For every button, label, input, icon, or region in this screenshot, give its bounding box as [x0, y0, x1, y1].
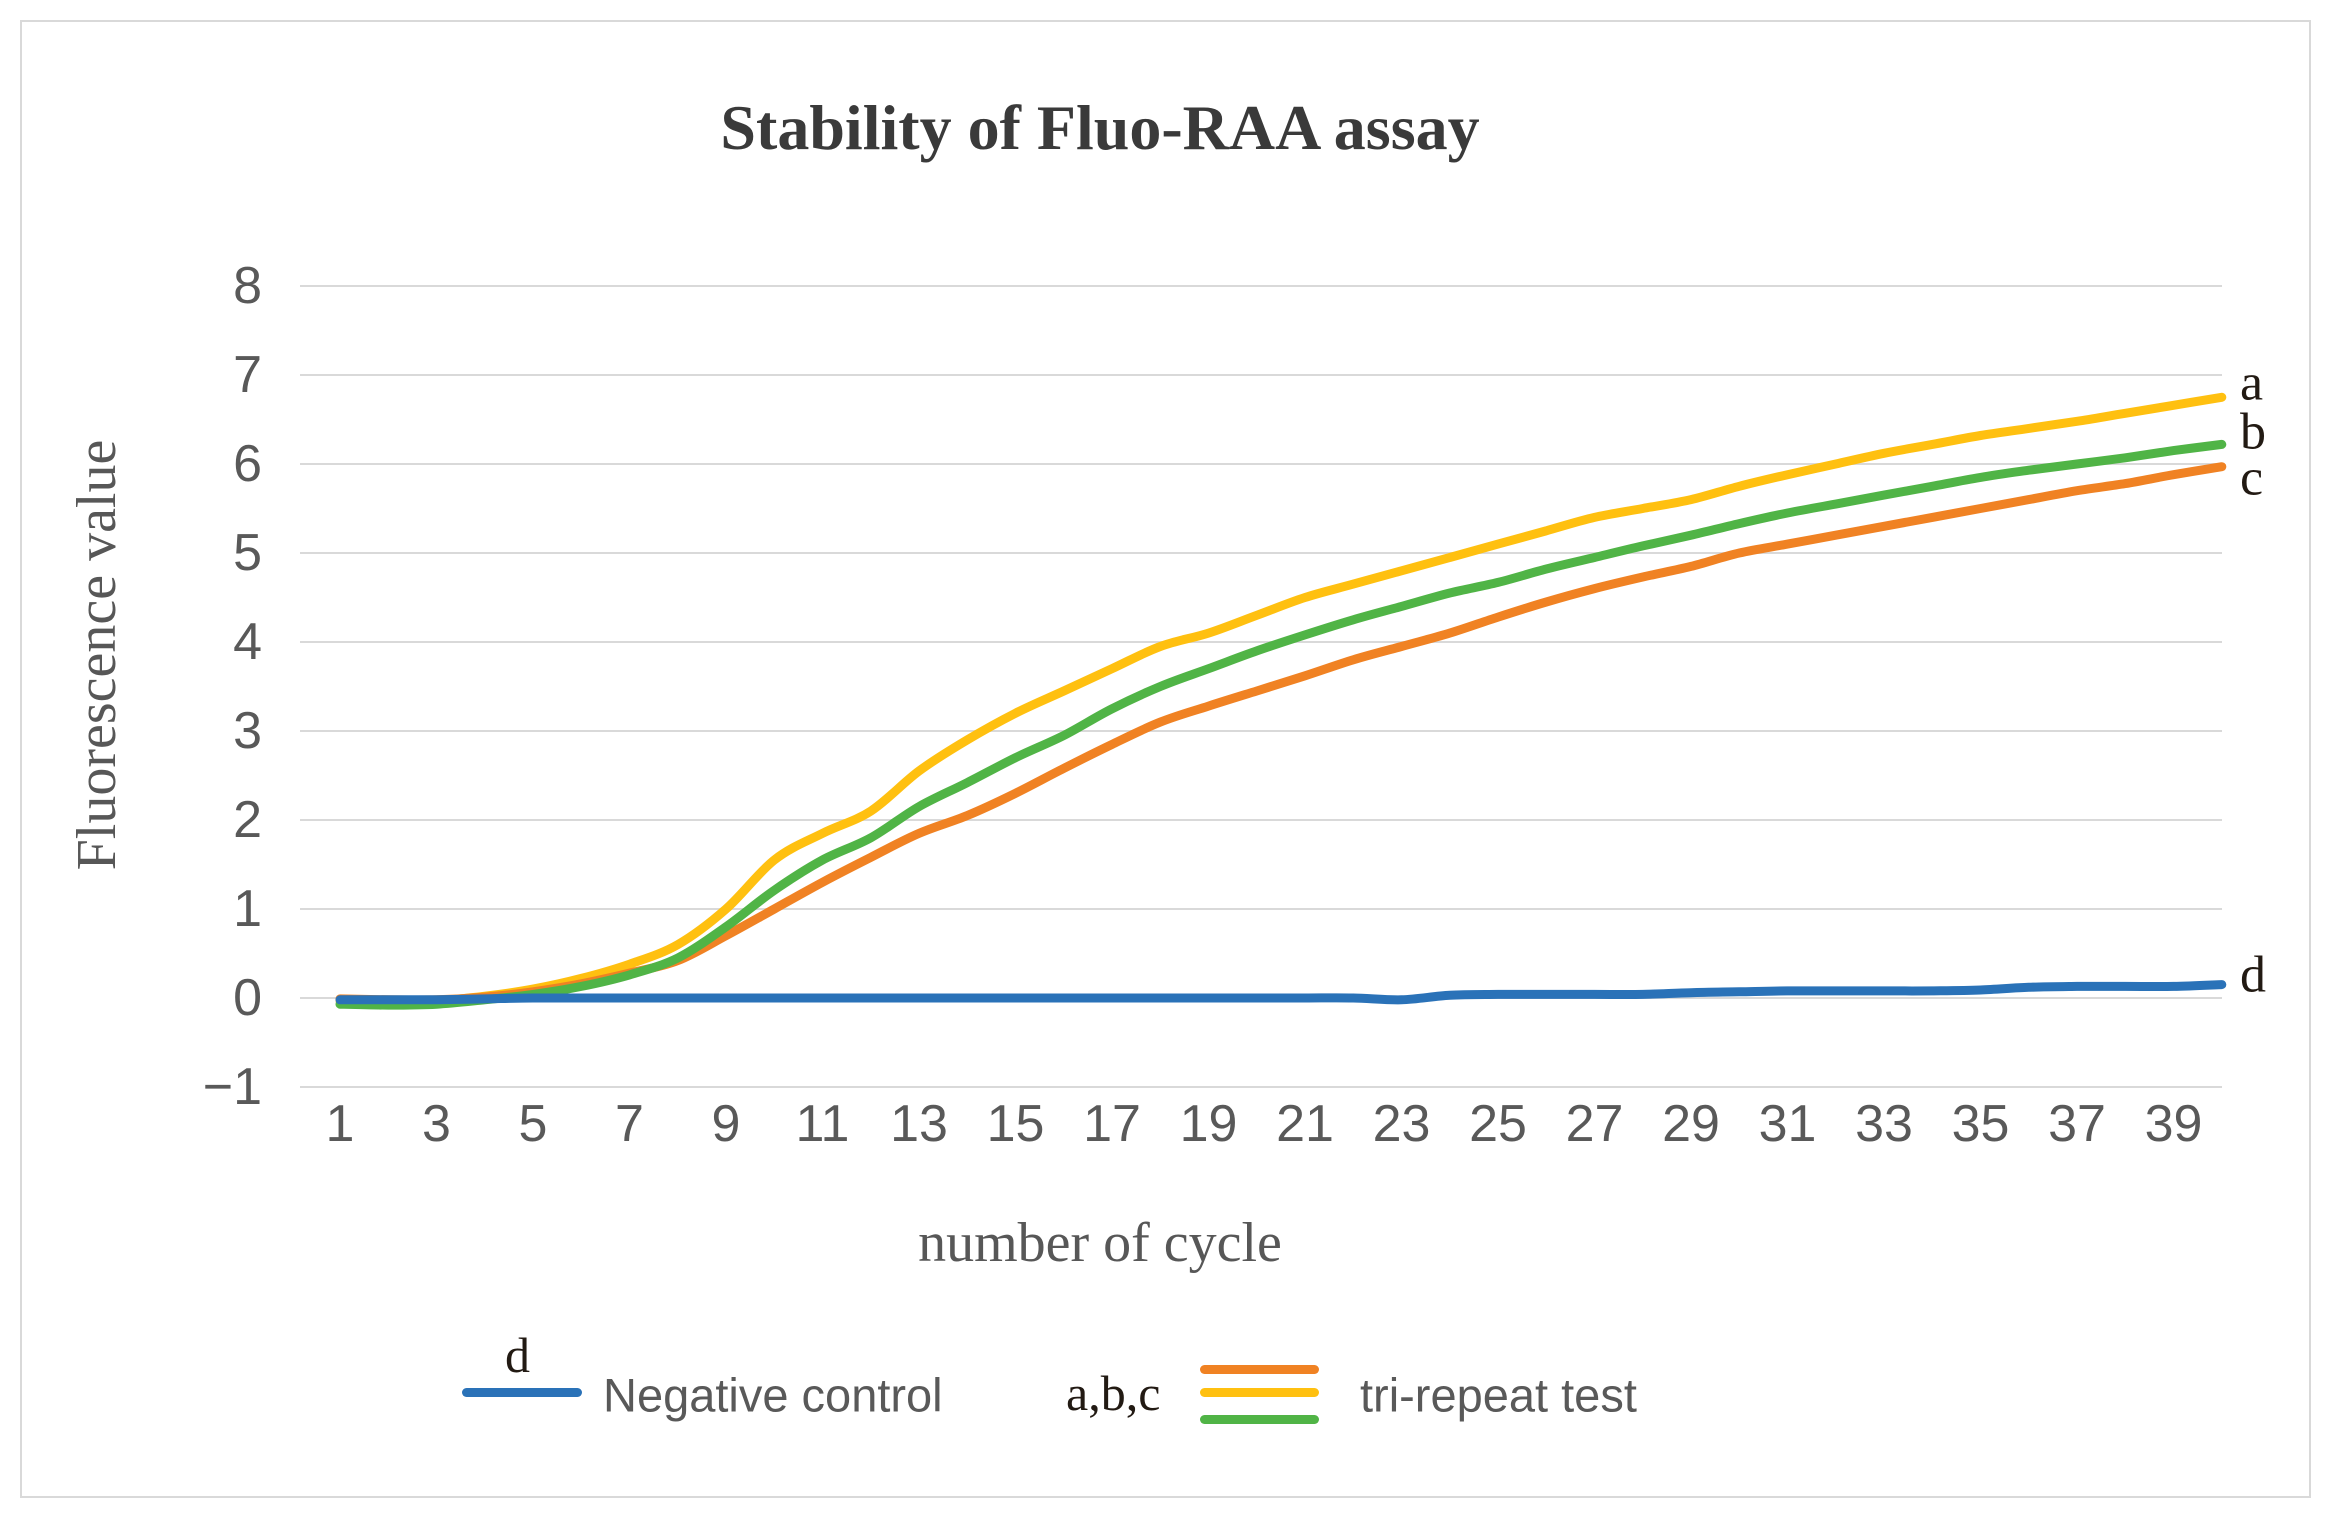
y-tick-label: −1 — [202, 1058, 262, 1116]
x-tick-label: 31 — [1758, 1095, 1817, 1153]
series-line-a — [335, 392, 2227, 1007]
x-tick-label: 25 — [1469, 1095, 1527, 1153]
series-label-b: b — [2240, 403, 2266, 461]
series-line-d — [335, 980, 2227, 1005]
y-tick-label: 8 — [233, 257, 262, 315]
x-tick-label: 13 — [890, 1095, 948, 1153]
series-line-b — [335, 439, 2227, 1010]
x-tick-label: 15 — [986, 1095, 1045, 1153]
y-tick-label: 3 — [233, 702, 262, 760]
x-tick-label: 1 — [325, 1095, 355, 1153]
y-tick-label: 0 — [233, 969, 262, 1027]
chart-title: Stability of Fluo-RAA assay — [720, 92, 1480, 163]
x-tick-label: 23 — [1372, 1095, 1431, 1153]
series-line-c — [335, 462, 2227, 1005]
x-tick-label: 5 — [518, 1095, 548, 1153]
x-tick-label: 19 — [1179, 1095, 1238, 1153]
x-tick-label: 21 — [1276, 1095, 1334, 1153]
x-axis-title: number of cycle — [918, 1212, 1282, 1274]
y-tick-label: 7 — [233, 346, 262, 404]
x-tick-label: 37 — [2048, 1095, 2106, 1153]
series-label-a: a — [2240, 354, 2264, 412]
x-tick-label: 11 — [795, 1095, 850, 1153]
x-tick-label: 3 — [422, 1095, 451, 1153]
series-label-d: d — [2240, 946, 2266, 1004]
x-tick-label: 39 — [2144, 1095, 2203, 1153]
y-tick-label: 2 — [233, 791, 262, 849]
x-tick-label: 33 — [1855, 1095, 1913, 1153]
x-tick-label: 35 — [1951, 1095, 2010, 1153]
x-tick-label: 27 — [1565, 1095, 1624, 1153]
series-label-c: c — [2240, 449, 2264, 507]
figure-border — [20, 20, 2311, 1498]
x-tick-label: 7 — [615, 1095, 644, 1153]
y-tick-label: 5 — [233, 524, 262, 582]
y-tick-label: 4 — [233, 613, 262, 671]
x-tick-label: 17 — [1083, 1095, 1141, 1153]
x-tick-label: 9 — [711, 1095, 741, 1153]
x-tick-label: 29 — [1662, 1095, 1720, 1153]
y-tick-label: 6 — [233, 435, 262, 493]
y-tick-label: 1 — [233, 880, 262, 938]
